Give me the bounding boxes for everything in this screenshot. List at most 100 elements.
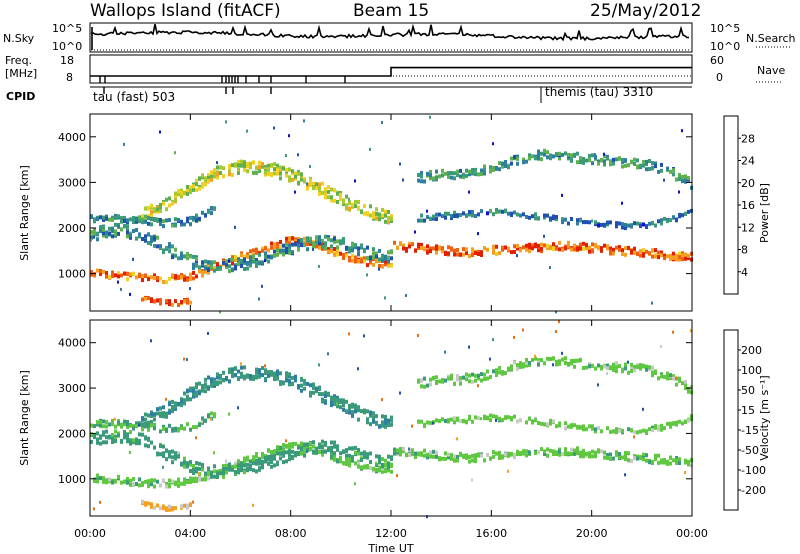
- range-cell: [168, 302, 171, 307]
- range-cell: [288, 379, 291, 384]
- range-cell: [261, 248, 264, 253]
- range-cell: [678, 461, 681, 465]
- range-cell: [237, 262, 240, 267]
- range-cell: [336, 447, 339, 452]
- range-cell: [549, 216, 552, 221]
- range-cell: [663, 426, 666, 431]
- range-cell: [642, 222, 645, 227]
- range-cell: [276, 242, 279, 247]
- range-cell: [225, 120, 227, 124]
- range-cell: [288, 382, 291, 387]
- range-cell: [141, 237, 144, 241]
- range-cell: [516, 419, 519, 424]
- y-tick-label: 2000: [58, 222, 86, 235]
- range-cell: [150, 217, 153, 222]
- range-cell: [129, 438, 132, 443]
- range-cell: [486, 453, 489, 457]
- range-cell: [651, 373, 654, 378]
- range-cell: [558, 423, 561, 428]
- range-cell: [549, 266, 551, 269]
- range-cell: [330, 440, 333, 445]
- range-cell: [204, 266, 207, 271]
- range-cell: [429, 377, 432, 382]
- range-cell: [207, 175, 210, 180]
- range-cell: [117, 224, 120, 229]
- range-cell: [474, 415, 477, 420]
- range-cell: [372, 411, 375, 416]
- range-cell: [150, 502, 153, 507]
- range-cell: [117, 231, 120, 236]
- range-cell: [108, 217, 111, 222]
- range-cell: [144, 219, 147, 224]
- range-cell: [384, 418, 387, 423]
- range-cell: [342, 200, 345, 204]
- range-cell: [582, 160, 585, 165]
- range-cell: [543, 213, 546, 218]
- range-cell: [360, 258, 363, 263]
- range-cell: [495, 419, 497, 422]
- range-cell: [345, 253, 348, 258]
- range-cell: [348, 461, 351, 466]
- range-cell: [384, 259, 387, 264]
- range-cell: [348, 206, 351, 211]
- range-cell: [222, 370, 225, 375]
- range-cell: [666, 459, 669, 464]
- range-cell: [147, 444, 150, 449]
- range-cell: [147, 241, 150, 245]
- range-cell: [633, 157, 636, 162]
- range-cell: [660, 218, 663, 223]
- range-cell: [105, 214, 108, 219]
- range-cell: [654, 254, 657, 259]
- range-cell: [384, 469, 387, 474]
- range-cell: [99, 271, 102, 276]
- range-cell: [381, 414, 384, 419]
- range-cell: [135, 437, 138, 442]
- range-cell: [201, 465, 204, 470]
- range-cell: [207, 476, 210, 481]
- range-cell: [351, 446, 354, 451]
- range-cell: [363, 450, 366, 455]
- range-cell: [309, 176, 312, 181]
- range-cell: [270, 372, 273, 377]
- range-cell: [519, 248, 522, 253]
- range-cell: [198, 269, 201, 274]
- range-cell: [636, 252, 639, 257]
- range-cell: [498, 416, 501, 421]
- range-cell: [423, 218, 426, 223]
- range-cell: [360, 465, 363, 470]
- range-cell: [102, 269, 105, 274]
- range-cell: [204, 182, 207, 187]
- range-cell: [261, 162, 264, 166]
- range-cell: [378, 217, 381, 222]
- range-cell: [687, 418, 690, 423]
- range-cell: [384, 458, 387, 463]
- velocity-colorbar-label: Velocity [m s⁻¹]: [758, 375, 771, 460]
- range-cell: [270, 241, 273, 246]
- range-cell: [444, 211, 447, 216]
- range-cell: [123, 479, 126, 484]
- range-cell: [474, 172, 477, 177]
- range-cell: [435, 177, 438, 182]
- range-cell: [531, 420, 534, 425]
- range-cell: [234, 225, 236, 229]
- range-cell: [324, 390, 327, 395]
- range-cell: [444, 350, 446, 354]
- range-cell: [603, 364, 606, 369]
- range-cell: [288, 442, 291, 447]
- range-cell: [672, 251, 675, 256]
- range-cell: [648, 167, 651, 171]
- range-cell: [279, 456, 282, 461]
- range-cell: [444, 378, 447, 383]
- range-cell: [606, 426, 609, 431]
- range-cell: [588, 153, 591, 158]
- range-cell: [456, 458, 459, 463]
- range-cell: [573, 152, 576, 157]
- range-cell: [429, 450, 432, 455]
- range-cell: [204, 389, 207, 394]
- range-cell: [366, 212, 369, 217]
- range-cell: [525, 360, 528, 365]
- range-cell: [105, 271, 108, 276]
- range-cell: [291, 242, 294, 247]
- range-cell: [336, 444, 339, 449]
